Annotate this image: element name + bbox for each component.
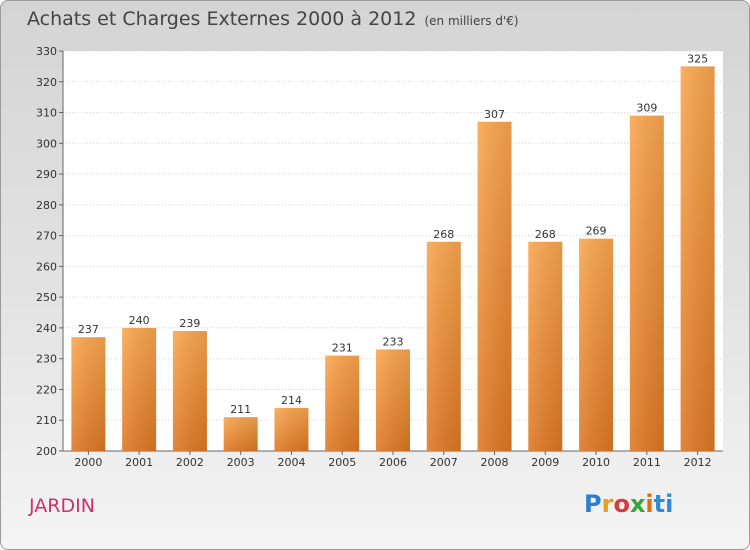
x-tick-label: 2012 xyxy=(684,456,712,469)
proxiti-logo: Proxiti xyxy=(584,490,673,518)
x-tick-label: 2007 xyxy=(430,456,458,469)
bar-shade xyxy=(426,241,461,451)
y-tick-label: 280 xyxy=(36,199,57,212)
y-tick-label: 220 xyxy=(36,383,57,396)
bar-shade xyxy=(223,417,258,451)
bar-value-label: 269 xyxy=(586,225,607,238)
bar-value-label: 233 xyxy=(383,335,404,348)
x-tick-label: 2006 xyxy=(379,456,407,469)
bar-shade xyxy=(376,349,410,451)
bar-shade xyxy=(172,331,207,451)
y-tick-label: 240 xyxy=(36,322,57,335)
logo-letter: ti xyxy=(653,490,674,518)
x-tick-label: 2002 xyxy=(176,456,204,469)
y-tick-label: 310 xyxy=(36,107,57,120)
bar-shade xyxy=(629,115,664,451)
y-tick-label: 210 xyxy=(36,414,57,427)
x-tick-label: 2005 xyxy=(328,456,356,469)
y-tick-label: 230 xyxy=(36,353,57,366)
y-tick-label: 200 xyxy=(36,445,57,458)
y-tick-label: 250 xyxy=(36,291,57,304)
chart-title: Achats et Charges Externes 2000 à 2012 (e… xyxy=(27,8,519,30)
bar-value-label: 240 xyxy=(129,314,150,327)
bar-shade xyxy=(274,407,309,451)
logo-letter: P xyxy=(584,490,602,518)
city-label: JARDIN xyxy=(29,495,95,517)
x-tick-label: 2010 xyxy=(582,456,610,469)
bar-shade xyxy=(122,327,157,451)
y-tick-label: 260 xyxy=(36,260,57,273)
logo-letter: x xyxy=(629,490,646,518)
bar-value-label: 325 xyxy=(687,52,708,65)
x-tick-label: 2009 xyxy=(531,456,559,469)
x-tick-label: 2003 xyxy=(227,456,255,469)
title-unit: (en milliers d'€) xyxy=(424,14,519,28)
bar-shade xyxy=(325,355,360,451)
logo-letter: i xyxy=(645,490,654,518)
bar-shade xyxy=(71,337,106,451)
bar-value-label: 307 xyxy=(484,108,505,121)
bar-shade xyxy=(579,238,614,451)
logo-letter: r xyxy=(601,490,614,518)
bar-value-label: 231 xyxy=(332,342,353,355)
y-tick-label: 290 xyxy=(36,168,57,181)
bar-value-label: 309 xyxy=(636,102,657,115)
y-tick-label: 300 xyxy=(36,137,57,150)
bar-shade xyxy=(477,121,512,452)
x-tick-label: 2011 xyxy=(633,456,661,469)
logo-letter: o xyxy=(613,490,630,518)
title-text: Achats et Charges Externes 2000 à 2012 xyxy=(27,8,417,30)
bar-value-label: 268 xyxy=(535,228,556,241)
x-tick-label: 2001 xyxy=(125,456,153,469)
bar-value-label: 239 xyxy=(179,317,200,330)
bar-shade xyxy=(680,66,715,451)
x-tick-label: 2000 xyxy=(74,456,102,469)
bar-value-label: 214 xyxy=(281,394,302,407)
y-tick-label: 320 xyxy=(36,76,57,89)
x-tick-label: 2008 xyxy=(481,456,509,469)
bar-value-label: 268 xyxy=(433,228,454,241)
x-tick-label: 2004 xyxy=(277,456,305,469)
bar-value-label: 237 xyxy=(78,323,99,336)
y-tick-label: 270 xyxy=(36,230,57,243)
bar-shade xyxy=(528,241,563,451)
y-tick-label: 330 xyxy=(36,45,57,58)
bar-value-label: 211 xyxy=(230,403,251,416)
